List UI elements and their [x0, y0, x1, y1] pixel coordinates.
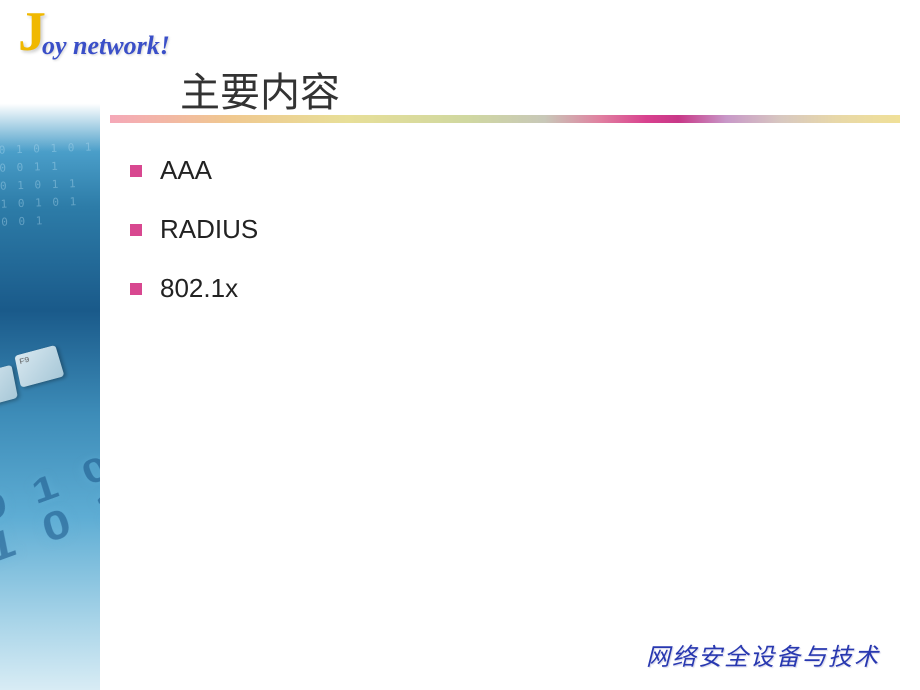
sidebar-decoration: 0 1 0 1 0 10 0 1 10 1 0 1 11 0 1 0 10 0 …	[0, 0, 100, 690]
keyboard-decoration: F8 F9	[0, 329, 100, 438]
divider-bar	[110, 115, 900, 123]
list-item: 802.1x	[130, 273, 258, 304]
list-item: RADIUS	[130, 214, 258, 245]
list-item-label: AAA	[160, 155, 212, 186]
key-f8: F8	[0, 365, 18, 410]
list-item: AAA	[130, 155, 258, 186]
logo-j-letter: J	[18, 4, 46, 60]
binary-pattern-small: 0 1 0 1 0 10 0 1 10 1 0 1 11 0 1 0 10 0 …	[0, 138, 100, 231]
bullet-icon	[130, 283, 142, 295]
key-f9: F9	[14, 345, 64, 388]
bullet-icon	[130, 224, 142, 236]
logo: J oy network!	[18, 8, 170, 64]
logo-text: oy network!	[42, 31, 170, 61]
list-item-label: 802.1x	[160, 273, 238, 304]
page-title: 主要内容	[180, 60, 340, 118]
bullet-icon	[130, 165, 142, 177]
footer-text: 网络安全设备与技术	[646, 637, 880, 672]
list-item-label: RADIUS	[160, 214, 258, 245]
binary-pattern-large: 0 1 01 0 1	[0, 438, 100, 572]
content-list: AAA RADIUS 802.1x	[130, 155, 258, 332]
